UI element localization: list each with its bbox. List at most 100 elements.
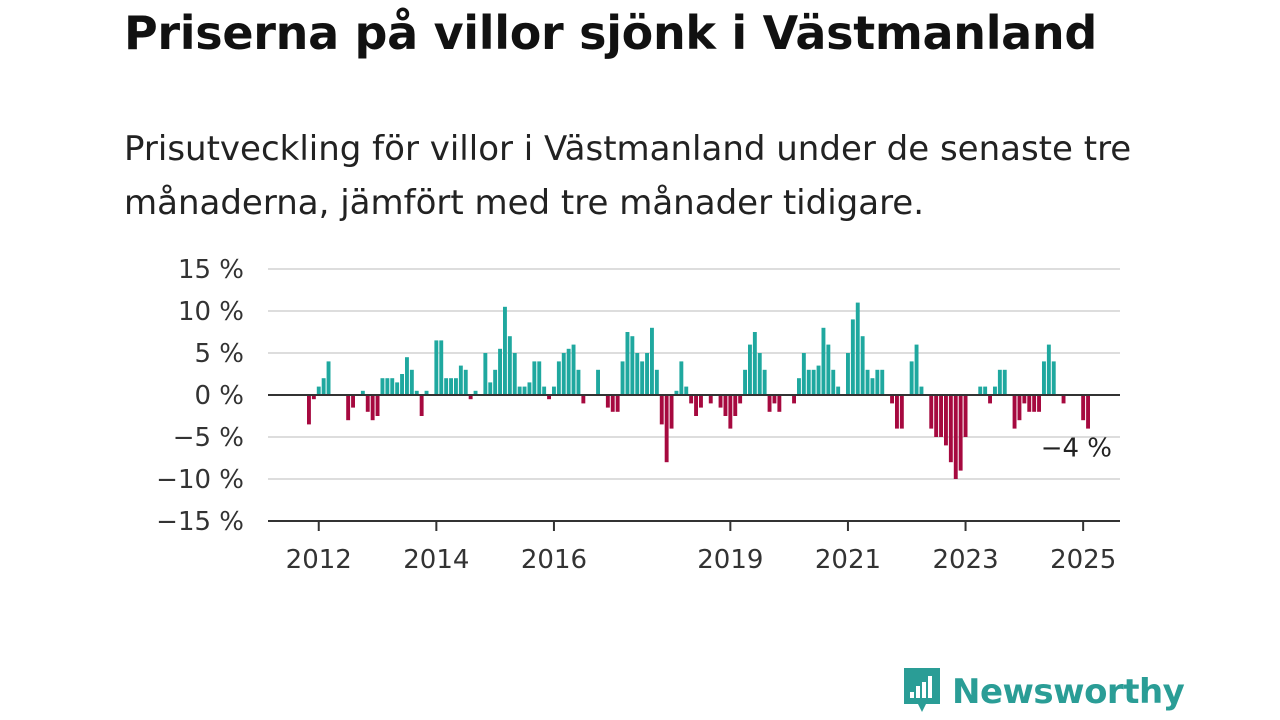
y-tick-label: −10 % [156,465,244,495]
bar-positive [650,327,654,395]
bar-positive [806,369,811,395]
bar-positive [978,386,983,395]
bar-negative [988,395,992,404]
bar-positive [449,378,453,395]
bar-negative [699,395,703,408]
bar-positive [919,386,924,395]
bar-positive [542,386,547,395]
bar-positive [645,353,649,395]
bar-positive [743,369,747,395]
bar-positive [400,374,404,395]
bar-negative [664,395,669,463]
bar-positive [566,348,571,395]
last-value-label: −4 % [1041,434,1112,464]
y-tick-label: 0 % [194,381,244,411]
bar-positive [576,369,581,395]
bar-negative [929,395,934,429]
bar-positive [860,336,865,395]
bar-positive [414,390,419,395]
bar-negative [948,395,953,463]
bar-positive [909,361,914,395]
bar-negative [615,395,620,412]
y-tick-label: 5 % [194,339,244,369]
bar-negative [547,395,551,400]
bar-positive [424,390,429,395]
y-tick-label: 10 % [178,297,244,327]
bar-positive [855,302,860,395]
bar-positive [821,327,826,395]
bar-negative [694,395,698,416]
y-tick-label: 15 % [178,255,244,285]
bar-positive [831,369,836,395]
bar-positive [811,369,816,395]
bar-positive [1042,361,1046,395]
annotations: −4 % [1041,434,1112,464]
bar-negative [605,395,610,408]
bar-positive [409,369,414,395]
bar-negative [370,395,375,421]
bar-positive [635,353,640,395]
bar-positive [434,340,439,395]
bar-positive [801,353,806,395]
y-tick-label: −15 % [156,507,244,537]
bar-positive [316,386,321,395]
bar-positive [826,344,831,395]
bar-positive [1046,344,1051,395]
bar-negative [1012,395,1017,429]
bar-negative [419,395,424,416]
bar-negative [777,395,782,412]
bar-positive [596,369,600,395]
bar-positive [748,344,752,395]
bar-positive [556,361,561,395]
bar-negative [733,395,738,416]
bar-positive [640,361,645,395]
bar-positive [454,378,458,395]
bar-positive [463,369,468,395]
x-tick-label: 2025 [1050,545,1116,575]
bar-negative [1037,395,1041,412]
bar-positive [517,386,522,395]
bar-positive [483,353,488,395]
bar-positive [552,386,556,395]
bar-negative [1032,395,1037,412]
bar-positive [674,390,679,395]
x-tick-label: 2012 [286,545,352,575]
x-tick-label: 2023 [932,545,998,575]
bar-negative [944,395,948,446]
bar-positive [439,340,444,395]
bar-negative [728,395,733,429]
chart-title: Priserna på villor sjönk i Västmanland [124,6,1097,60]
bar-positive [846,353,850,395]
bar-positive [571,344,576,395]
bar-negative [895,395,899,429]
axes [268,394,1120,531]
bar-positive [498,348,502,395]
bar-negative [468,395,473,400]
bar-negative [375,395,380,416]
bar-negative [934,395,939,437]
bar-negative [351,395,355,408]
newsworthy-logo-icon [902,666,942,718]
bar-negative [939,395,943,437]
bar-positive [321,378,326,395]
x-tick-label: 2014 [403,545,469,575]
brand-name: Newsworthy [952,672,1185,712]
bar-positive [625,332,630,395]
bar-negative [718,395,723,408]
bar-negative [365,395,370,412]
bar-positive [836,386,841,395]
bar-positive [762,369,767,395]
bar-negative [689,395,694,404]
bar-negative [1061,395,1066,404]
bar-negative [890,395,894,404]
bar-positive [522,386,527,395]
bar-positive [512,353,517,395]
bar-positive [1051,361,1056,395]
bar-positive [757,353,762,395]
bar-negative [1022,395,1027,404]
bar-positive [326,361,331,395]
bar-positive [473,390,478,395]
bar-negative [346,395,351,421]
bar-positive [983,386,988,395]
x-tick-label: 2019 [697,545,763,575]
